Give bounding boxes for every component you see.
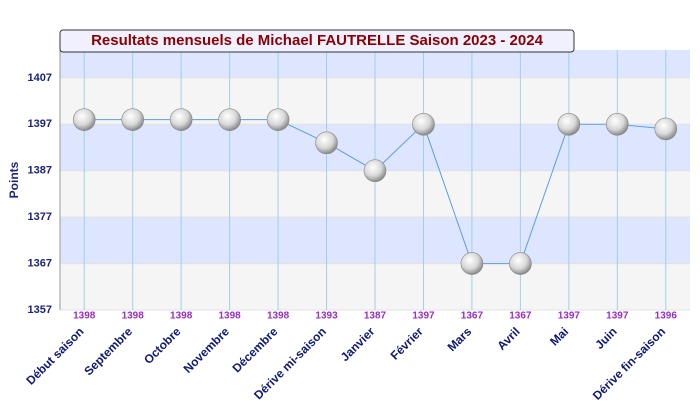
- y-tick-label: 1407: [28, 72, 52, 84]
- x-tick-label: Mai: [547, 324, 571, 348]
- x-tick-label: Janvier: [338, 324, 378, 364]
- x-tick-label: Novembre: [181, 324, 233, 376]
- value-label: 1367: [461, 311, 484, 322]
- value-label: 1396: [655, 311, 678, 322]
- marker: [412, 112, 435, 136]
- y-tick-label: 1357: [28, 304, 52, 316]
- chart-title: Resultats mensuels de Michael FAUTRELLE …: [91, 32, 543, 49]
- value-label: 1398: [267, 311, 290, 322]
- x-tick-label: Décembre: [230, 324, 281, 375]
- value-label: 1398: [122, 311, 145, 322]
- marker: [654, 117, 678, 141]
- marker: [218, 108, 241, 131]
- x-tick-label: Avril: [494, 324, 522, 352]
- x-tick-label: Début saison: [23, 324, 86, 387]
- y-tick-label: 1387: [28, 165, 52, 177]
- marker: [363, 159, 387, 183]
- value-label: 1397: [606, 311, 629, 322]
- value-label: 1393: [315, 311, 338, 322]
- x-tick-label: Septembre: [81, 324, 135, 378]
- y-tick-label: 1367: [28, 257, 52, 269]
- marker: [169, 108, 193, 131]
- marker: [266, 108, 290, 131]
- x-tick-label: Mars: [445, 324, 475, 354]
- value-label: 1398: [218, 311, 241, 322]
- marker: [121, 108, 144, 131]
- x-tick-label: Juin: [592, 324, 619, 351]
- marker: [509, 252, 532, 275]
- marker: [315, 131, 338, 155]
- value-label: 1398: [170, 311, 193, 322]
- value-label: 1397: [558, 311, 581, 322]
- value-label: 1398: [73, 311, 96, 322]
- y-axis-label: Points: [7, 161, 21, 198]
- marker: [460, 252, 484, 275]
- marker: [557, 112, 581, 136]
- y-tick-label: 1377: [28, 211, 52, 223]
- value-label: 1387: [364, 311, 387, 322]
- marker: [72, 108, 96, 131]
- value-label: 1397: [412, 311, 435, 322]
- value-label: 1367: [509, 311, 532, 322]
- title-box: [59, 29, 575, 53]
- x-tick-label: Octobre: [141, 324, 184, 367]
- marker: [606, 112, 629, 136]
- x-tick-label: Février: [388, 324, 426, 362]
- y-tick-label: 1397: [28, 118, 52, 130]
